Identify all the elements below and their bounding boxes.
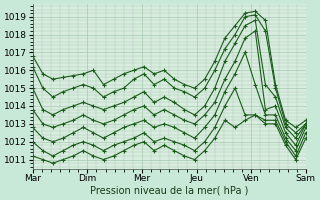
X-axis label: Pression niveau de la mer( hPa ): Pression niveau de la mer( hPa ) <box>90 186 248 196</box>
